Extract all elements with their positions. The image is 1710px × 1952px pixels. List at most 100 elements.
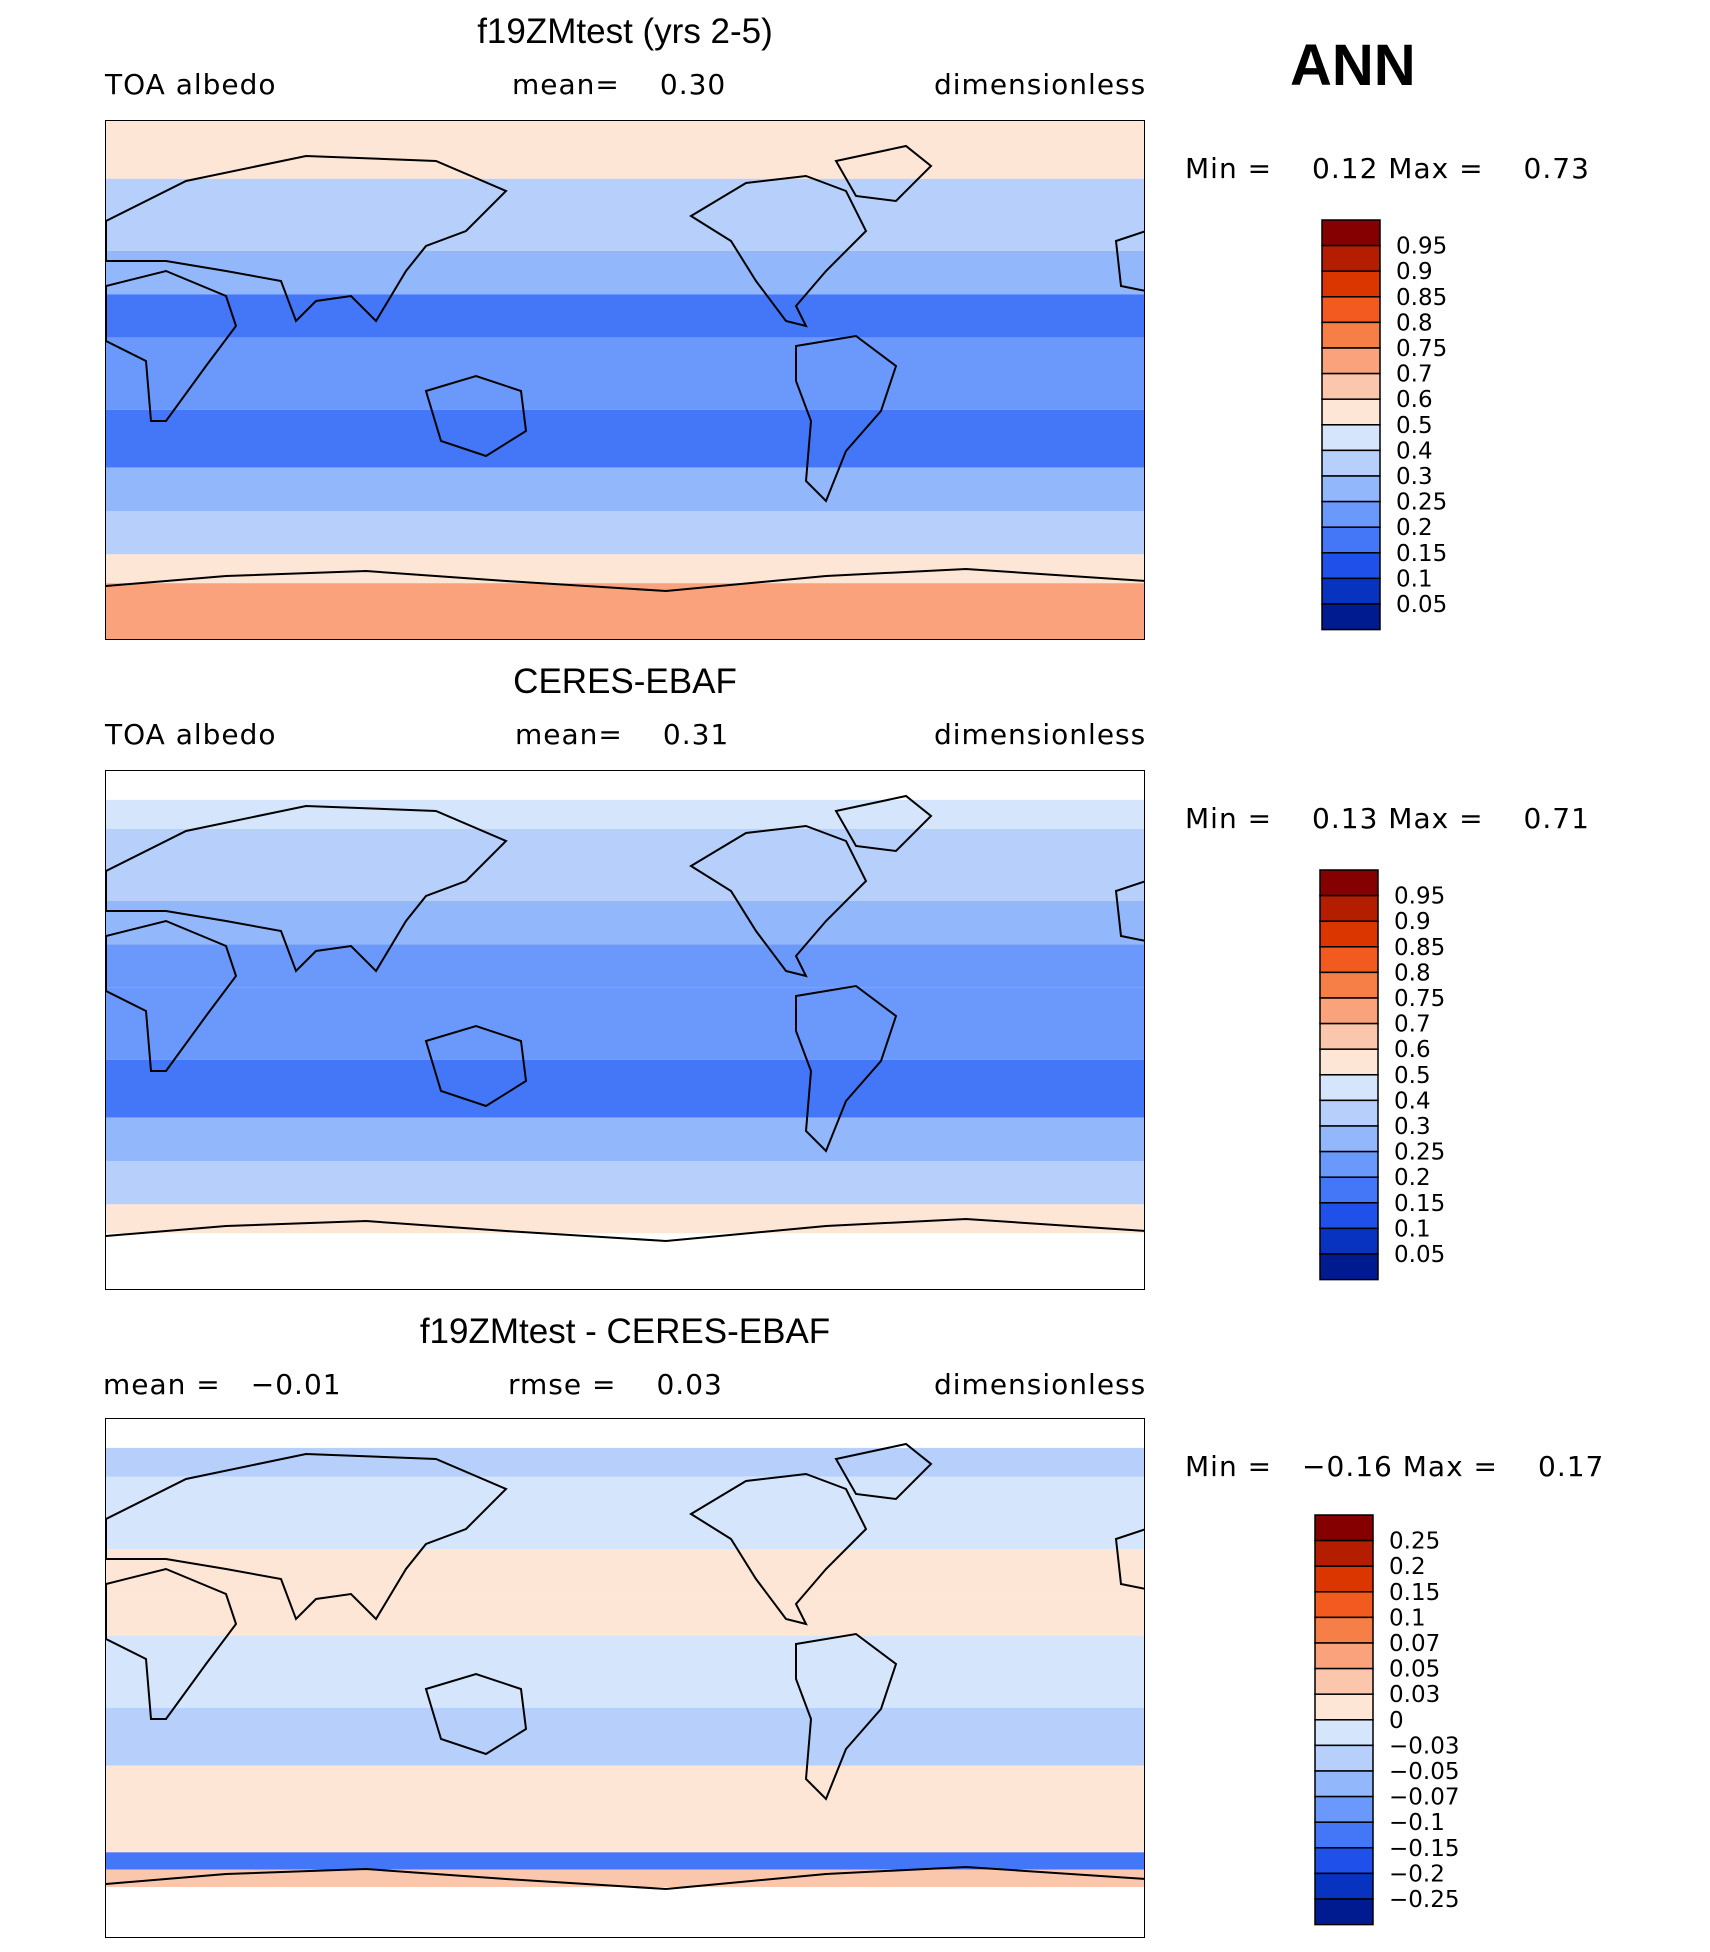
panel2-colorbar-box-2 [1319,920,1379,948]
panel2-band-7 [106,1161,1144,1205]
panel1-europe-coast [1114,230,1144,292]
panel1-map [105,120,1145,640]
panel2-bands [106,799,1144,1234]
panel1-stats: Min = 0.12 Max = 0.73 [1185,152,1590,185]
panel1-band-1 [106,178,1144,251]
panel1-colorbar-label-7: 0.5 [1396,413,1433,439]
panel2-band-4 [106,987,1144,1060]
panel2-colorbar-label-6: 0.6 [1394,1037,1431,1063]
panel2-colorbar-label-2: 0.85 [1394,935,1445,961]
panel3-colorbar-box-1 [1314,1539,1374,1567]
panel3-colorbar-box-5 [1314,1642,1374,1670]
panel1-band-5 [106,409,1144,468]
panel3-max-value: 0.17 [1538,1450,1605,1483]
panel2-colorbar-box-12 [1319,1176,1379,1204]
panel1-band-7 [106,511,1144,555]
panel1-colorbar: 0.95 0.9 0.85 0.8 0.75 0.7 0.6 0.5 0.4 0.3 0.25 0.2… [1321,219,1522,640]
panel1-max-label: Max = [1388,152,1484,185]
panel2-antarctica-coast [106,1217,1144,1243]
panel3-rmse-value: 0.03 [656,1368,723,1401]
panel3-title: f19ZMtest - CERES-EBAF [419,1312,831,1351]
panel3-colorbar-label-6: 0.03 [1389,1682,1440,1708]
panel3-colorbar-label-7: 0 [1389,1708,1404,1734]
panel1-colorbar-label-10: 0.25 [1396,490,1447,516]
panel3-band-2 [106,1549,1144,1593]
panel2-colorbar-label-4: 0.75 [1394,986,1445,1012]
panel3-stats: Min = −0.16 Max = 0.17 [1185,1450,1604,1483]
panel3-map-svg [106,1442,1144,1891]
panel1-units-label: dimensionless [934,68,1147,101]
panel3-colorbar-label-11: −0.1 [1389,1810,1445,1836]
panel3-europe-coast [1114,1528,1144,1590]
panel1-colorbar-label-13: 0.1 [1396,566,1433,592]
panel3-min-label: Min = [1185,1450,1273,1483]
panel1-map-svg [106,121,1144,639]
panel3-band-3 [106,1592,1144,1636]
panel1-colorbar-box-2 [1321,270,1381,298]
panel1-min-label: Min = [1185,152,1273,185]
panel1-south-america-coast [795,334,898,503]
panel3-colorbar-box-11 [1314,1795,1374,1823]
panel3-coastlines [106,1442,1144,1891]
panel1-colorbar-box-15 [1321,603,1381,631]
panel3-colorbar-box-15 [1314,1898,1374,1926]
panel3-band-0 [106,1447,1144,1477]
panel1-bands [106,121,1144,639]
panel1-colorbar-box-4 [1321,321,1381,349]
panel1-mean-value: 0.30 [659,68,727,101]
panel3-colorbar-box-3 [1314,1591,1374,1619]
panel2-colorbar-box-8 [1319,1074,1379,1102]
panel2-colorbar-label-8: 0.4 [1394,1088,1431,1114]
panel2-south-america-coast [795,984,898,1153]
panel1-band-0 [106,121,1144,179]
panel1-greenland-coast [834,144,933,203]
panel2-north-america-coast [689,824,868,978]
panel3-antarctica-coast [106,1865,1144,1891]
panel2-colorbar-box-3 [1319,946,1379,974]
panel3-colorbar-box-4 [1314,1616,1374,1644]
panel1-variable-label: TOA albedo [105,68,277,101]
panel2-colorbar-label-3: 0.8 [1394,960,1431,986]
panel1-band-9 [106,583,1144,639]
panel1-max-value: 0.73 [1523,152,1590,185]
panel3-colorbar-box-10 [1314,1770,1374,1798]
panel2-mean-value: 0.31 [662,718,730,751]
panel1-colorbar-label-4: 0.75 [1396,336,1447,362]
panel1-band-2 [106,251,1144,295]
panel3-africa-coast [106,1567,238,1720]
panel2-colorbar-label-10: 0.25 [1394,1140,1445,1166]
panel1-colorbar-box-10 [1321,475,1381,503]
panel2-colorbar-box-1 [1319,894,1379,922]
panel1-colorbar-label-14: 0.05 [1396,592,1447,618]
panel2-band-8 [106,1204,1144,1234]
panel1-coastlines [106,144,1144,593]
panel2-colorbar-box-11 [1319,1150,1379,1178]
panel1-colorbar-box-1 [1321,244,1381,272]
panel3-colorbar-label-14: −0.25 [1389,1887,1459,1913]
panel2-eurasia-coast [106,804,508,973]
panel3-band-4 [106,1635,1144,1708]
panel2-colorbar-box-9 [1319,1099,1379,1127]
panel2-stats: Min = 0.13 Max = 0.71 [1185,802,1590,835]
panel3-mean-value: −0.01 [250,1368,342,1401]
panel2-colorbar-label-12: 0.15 [1394,1191,1445,1217]
panel3-colorbar-label-2: 0.15 [1389,1580,1440,1606]
panel1-band-3 [106,294,1144,338]
panel2-colorbar-box-10 [1319,1125,1379,1153]
panel1-title: f19ZMtest (yrs 2-5) [477,12,773,51]
panel3-colorbar-label-9: −0.05 [1389,1759,1459,1785]
panel3-rmse-label: rmse = 0.03 [508,1368,723,1401]
panel2-colorbar-label-11: 0.2 [1394,1165,1431,1191]
panel2-colorbar-label-0: 0.95 [1394,884,1445,910]
panel2-max-value: 0.71 [1523,802,1590,835]
panel3-band-6 [106,1765,1144,1809]
panel2-colorbar-label-13: 0.1 [1394,1216,1431,1242]
panel2-units-label: dimensionless [934,718,1147,751]
panel3-colorbar-box-2 [1314,1565,1374,1593]
panel3-colorbar-box-9 [1314,1744,1374,1772]
panel2-max-label: Max = [1388,802,1484,835]
panel3-colorbar-label-13: −0.2 [1389,1861,1445,1887]
season-label: ANN [1290,33,1416,98]
panel1-colorbar-label-11: 0.2 [1396,515,1433,541]
panel2-colorbar-label-7: 0.5 [1394,1063,1431,1089]
